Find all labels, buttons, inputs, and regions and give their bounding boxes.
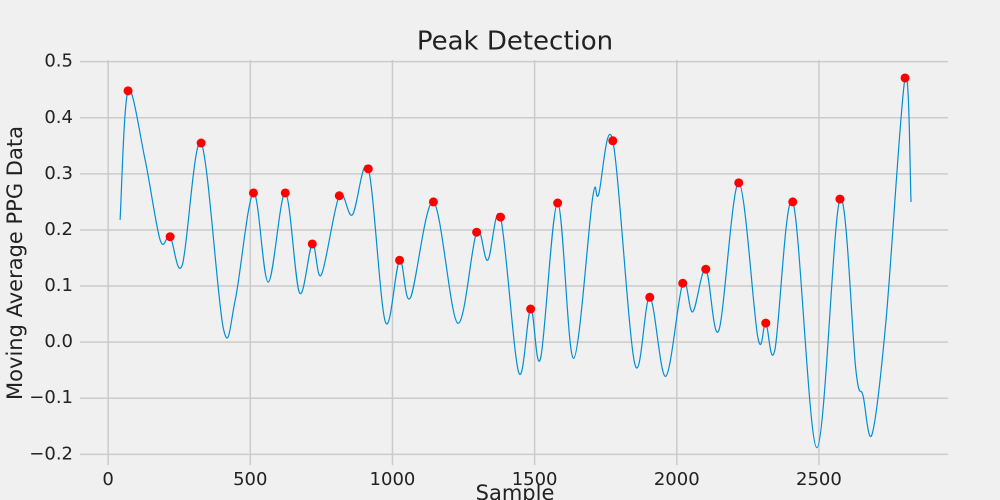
peak-marker <box>123 86 133 96</box>
x-tick-label: 1500 <box>512 469 558 490</box>
y-axis-label: Moving Average PPG Data <box>3 126 27 400</box>
peak-marker <box>608 136 618 146</box>
peak-marker <box>835 194 845 204</box>
x-tick-label: 2000 <box>654 469 700 490</box>
x-tick-label: 500 <box>233 469 267 490</box>
peak-marker <box>761 318 771 328</box>
peak-marker <box>495 212 505 222</box>
y-tick-label: 0.4 <box>44 107 73 128</box>
peak-marker <box>788 197 798 207</box>
y-tick-label: −0.2 <box>29 443 73 464</box>
peak-marker <box>678 278 688 288</box>
peak-marker <box>248 188 258 198</box>
signal-line <box>119 75 912 449</box>
peak-marker <box>645 292 655 302</box>
x-tick-label: 2500 <box>796 469 842 490</box>
y-tick-label: 0.2 <box>44 219 73 240</box>
y-tick-label: 0.0 <box>44 331 73 352</box>
peak-marker <box>428 197 438 207</box>
y-tick-label: 0.3 <box>44 163 73 184</box>
peak-marker <box>307 239 317 249</box>
peak-marker <box>701 264 711 274</box>
x-tick-label: 0 <box>102 469 113 490</box>
peak-marker <box>553 198 563 208</box>
peak-marker <box>280 188 290 198</box>
peak-marker <box>196 138 206 148</box>
x-axis-label: Sample <box>476 481 555 500</box>
peak-marker <box>472 227 482 237</box>
peak-marker <box>526 304 536 314</box>
peak-marker <box>900 73 910 83</box>
y-tick-label: 0.1 <box>44 275 73 296</box>
peak-marker <box>395 255 405 265</box>
y-tick-label: −0.1 <box>29 387 73 408</box>
peak-marker <box>734 178 744 188</box>
x-tick-label: 1000 <box>370 469 416 490</box>
y-tick-label: 0.5 <box>44 51 73 72</box>
peak-marker <box>363 164 373 174</box>
peak-marker <box>334 191 344 201</box>
chart-title: Peak Detection <box>417 27 613 57</box>
peak-marker <box>165 232 175 242</box>
